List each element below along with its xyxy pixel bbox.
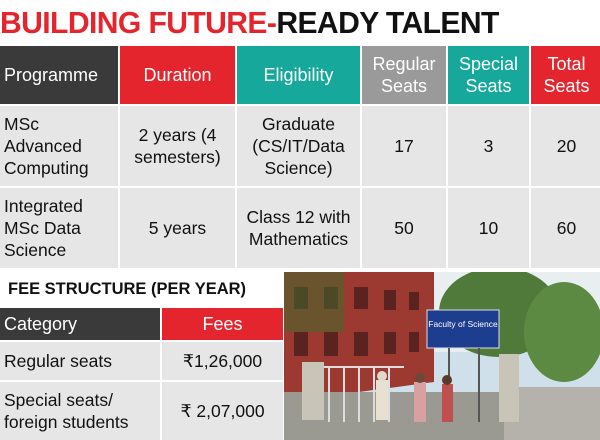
fee-cell: Regular seats — [0, 342, 160, 380]
table-cell: 5 years — [120, 188, 235, 268]
title: BUILDING FUTURE-READY TALENT — [0, 0, 582, 46]
header-cell: Total Seats — [531, 46, 600, 104]
table-cell: MSc Advanced Computing — [0, 106, 118, 186]
table-cell: 3 — [448, 106, 529, 186]
table-cell: Integrated MSc Data Science — [0, 188, 118, 268]
campus-photo: Faculty of Science — [284, 272, 600, 440]
header-cell: Programme — [0, 46, 118, 104]
fee-heading: FEE STRUCTURE (PER YEAR) — [8, 280, 247, 298]
title-black: READY TALENT — [276, 5, 499, 40]
header-cell: Eligibility — [237, 46, 360, 104]
table-cell: 17 — [362, 106, 446, 186]
header-cell: Special Seats — [448, 46, 529, 104]
programme-table: Programme Duration Eligibility Regular Seat… — [0, 46, 600, 270]
sign-text: Faculty of Science — [428, 319, 498, 329]
table-cell: 60 — [531, 188, 600, 268]
header-cell: Duration — [120, 46, 235, 104]
fee-header-cell: Category — [0, 308, 160, 340]
fee-cell: Special seats/ foreign students — [0, 382, 160, 440]
header-cell: Regular Seats — [362, 46, 446, 104]
fee-header-cell: Fees — [162, 308, 283, 340]
table-cell: Graduate (CS/IT/Data Science) — [237, 106, 360, 186]
table-cell: 20 — [531, 106, 600, 186]
fee-cell: ₹ 2,07,000 — [162, 382, 283, 440]
table-cell: 10 — [448, 188, 529, 268]
table-cell: Class 12 with Mathematics — [237, 188, 360, 268]
table-cell: 50 — [362, 188, 446, 268]
title-red: BUILDING FUTURE- — [0, 5, 277, 40]
table-cell: 2 years (4 semesters) — [120, 106, 235, 186]
fee-table: Category Fees Regular seats ₹1,26,000 Specia… — [0, 308, 283, 440]
fee-cell: ₹1,26,000 — [162, 342, 283, 380]
